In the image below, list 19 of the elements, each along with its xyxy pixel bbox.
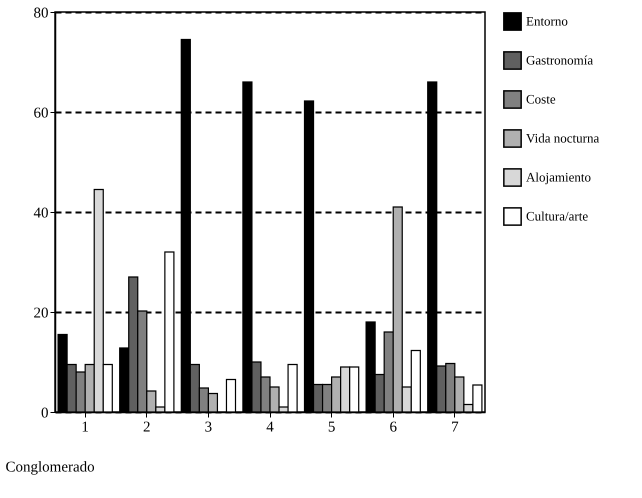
y-tick-label: 20 (34, 306, 48, 322)
legend-label: Cultura/arte (526, 208, 588, 224)
y-tick-label: 40 (34, 206, 48, 222)
legend-label: Entorno (526, 14, 568, 28)
x-tick-label: 4 (266, 420, 274, 436)
x-tick-label: 2 (143, 420, 151, 436)
legend-label: Alojamiento (526, 170, 591, 184)
y-tick-label: 80 (34, 6, 48, 22)
x-tick-label: 6 (389, 420, 398, 436)
y-tick-label: 60 (34, 106, 48, 122)
x-tick-label: 1 (81, 420, 89, 436)
legend-label: Vida nocturna (526, 130, 600, 146)
x-tick-label: 7 (451, 420, 460, 436)
legend-label: Coste (526, 92, 556, 106)
x-tick-label: 3 (204, 420, 212, 436)
x-tick-label: 5 (328, 420, 336, 436)
x-axis-title: Conglomerado (6, 460, 95, 476)
legend-label: Gastronomía (526, 52, 594, 68)
y-tick-label: 0 (41, 406, 48, 422)
